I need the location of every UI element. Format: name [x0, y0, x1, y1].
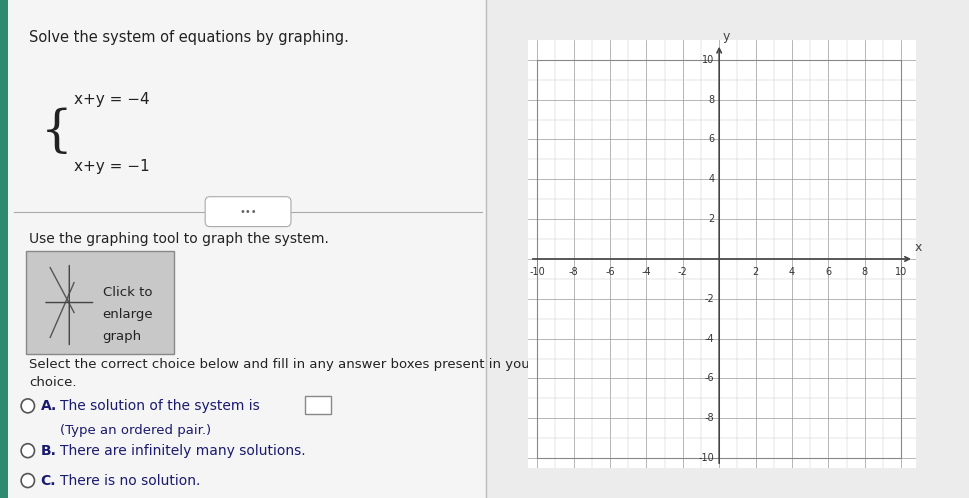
- Text: enlarge: enlarge: [103, 308, 153, 322]
- Text: 8: 8: [861, 267, 868, 277]
- Text: x: x: [915, 241, 922, 254]
- Text: -8: -8: [569, 267, 578, 277]
- Text: A.: A.: [41, 399, 57, 413]
- Text: -2: -2: [704, 294, 714, 304]
- Text: -10: -10: [529, 267, 546, 277]
- Text: -4: -4: [705, 334, 714, 344]
- Text: B.: B.: [41, 444, 56, 458]
- Circle shape: [21, 399, 35, 413]
- Text: -10: -10: [699, 453, 714, 463]
- Text: -6: -6: [705, 374, 714, 383]
- FancyBboxPatch shape: [205, 197, 291, 227]
- Text: -4: -4: [641, 267, 651, 277]
- Text: 10: 10: [703, 55, 714, 65]
- Text: Solve the system of equations by graphing.: Solve the system of equations by graphin…: [29, 30, 349, 45]
- Circle shape: [21, 474, 35, 488]
- Text: 4: 4: [789, 267, 795, 277]
- Text: 2: 2: [708, 214, 714, 224]
- Text: graph: graph: [103, 330, 141, 343]
- Text: -8: -8: [705, 413, 714, 423]
- FancyBboxPatch shape: [305, 396, 331, 414]
- Text: There is no solution.: There is no solution.: [60, 474, 201, 488]
- FancyBboxPatch shape: [26, 251, 174, 354]
- Text: choice.: choice.: [29, 376, 77, 389]
- Text: There are infinitely many solutions.: There are infinitely many solutions.: [60, 444, 305, 458]
- Text: C.: C.: [41, 474, 56, 488]
- Circle shape: [21, 444, 35, 458]
- Text: •••: •••: [239, 207, 257, 217]
- Text: Select the correct choice below and fill in any answer boxes present in your: Select the correct choice below and fill…: [29, 358, 535, 371]
- Text: The solution of the system is: The solution of the system is: [60, 399, 260, 413]
- Text: x+y = −4: x+y = −4: [74, 92, 149, 107]
- Text: 6: 6: [826, 267, 831, 277]
- Text: 2: 2: [753, 267, 759, 277]
- Text: x+y = −1: x+y = −1: [74, 159, 149, 174]
- Text: 6: 6: [708, 134, 714, 144]
- Text: 4: 4: [708, 174, 714, 184]
- Text: -6: -6: [606, 267, 614, 277]
- Text: 10: 10: [895, 267, 907, 277]
- Text: Use the graphing tool to graph the system.: Use the graphing tool to graph the syste…: [29, 232, 328, 246]
- Text: (Type an ordered pair.): (Type an ordered pair.): [60, 424, 211, 437]
- Text: 8: 8: [708, 95, 714, 105]
- Text: -2: -2: [678, 267, 688, 277]
- Text: y: y: [723, 30, 731, 43]
- Text: Click to: Click to: [103, 286, 152, 299]
- Text: {: {: [41, 107, 73, 157]
